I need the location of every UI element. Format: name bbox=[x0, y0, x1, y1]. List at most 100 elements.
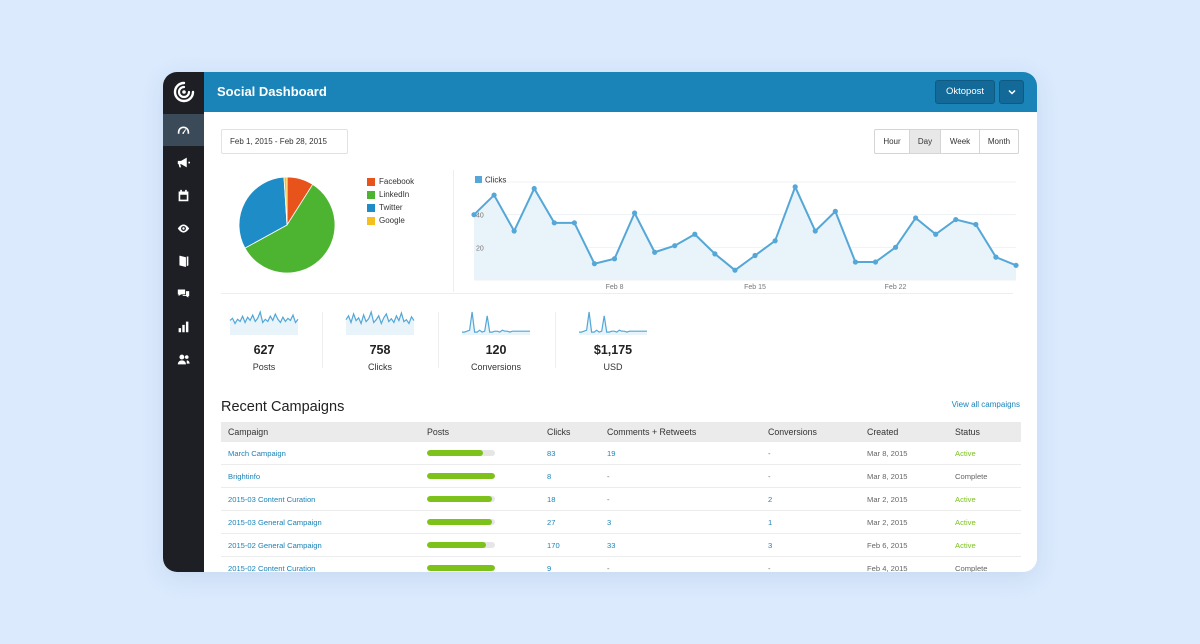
campaign-name-link[interactable]: 2015-03 General Campaign bbox=[228, 518, 322, 527]
data-point[interactable] bbox=[531, 185, 537, 192]
logo-icon[interactable] bbox=[163, 72, 204, 112]
table-row[interactable]: 2015-02 Content Curation 9 - - Feb 4, 2015 Co… bbox=[221, 557, 1021, 572]
stat-conversions: 120 Conversions bbox=[438, 309, 554, 372]
conversions-cell[interactable]: 2 bbox=[768, 495, 773, 504]
column-header[interactable]: Status bbox=[955, 427, 980, 437]
table-row[interactable]: March Campaign 83 19 - Mar 8, 2015 Active bbox=[221, 442, 1021, 465]
column-header[interactable]: Campaign bbox=[228, 427, 269, 437]
sidebar-item-dashboard[interactable] bbox=[163, 114, 204, 146]
data-point[interactable] bbox=[591, 261, 598, 267]
clicks-cell[interactable]: 9 bbox=[547, 564, 552, 572]
sidebar-item-calendar[interactable] bbox=[163, 179, 204, 211]
data-point[interactable] bbox=[571, 220, 577, 226]
campaign-name-link[interactable]: 2015-02 General Campaign bbox=[228, 541, 322, 550]
data-point[interactable] bbox=[993, 254, 999, 260]
data-point[interactable] bbox=[772, 238, 778, 244]
sidebar-item-conversations[interactable] bbox=[163, 277, 204, 309]
column-header[interactable]: Created bbox=[867, 427, 899, 437]
y-tick-label: 40 bbox=[476, 213, 484, 220]
data-point[interactable] bbox=[511, 228, 517, 234]
x-tick-label: Feb 15 bbox=[744, 284, 766, 290]
data-point[interactable] bbox=[832, 208, 838, 214]
data-point[interactable] bbox=[792, 184, 798, 190]
stat-label: Clicks bbox=[368, 362, 392, 372]
data-point[interactable] bbox=[1013, 262, 1019, 268]
x-tick-label: Feb 8 bbox=[606, 284, 624, 290]
legend-swatch bbox=[367, 190, 375, 199]
clicks-cell[interactable]: 83 bbox=[547, 449, 556, 458]
data-point[interactable] bbox=[752, 252, 758, 259]
table-row[interactable]: 2015-03 General Campaign 27 3 1 Mar 2, 2015 A… bbox=[221, 511, 1021, 534]
data-point[interactable] bbox=[953, 216, 959, 223]
conversions-cell: - bbox=[768, 449, 771, 458]
campaign-name-link[interactable]: Brightinfo bbox=[228, 472, 261, 481]
data-point[interactable] bbox=[913, 215, 919, 221]
pie-slice-linkedin[interactable] bbox=[244, 183, 336, 274]
data-point[interactable] bbox=[812, 228, 818, 234]
data-point[interactable] bbox=[471, 212, 477, 218]
data-point[interactable] bbox=[933, 231, 939, 237]
range-week-button[interactable]: Week bbox=[940, 129, 980, 154]
usd-sparkline bbox=[579, 311, 647, 335]
sidebar-item-library[interactable] bbox=[163, 244, 204, 276]
data-point[interactable] bbox=[631, 210, 638, 216]
data-point[interactable] bbox=[732, 267, 738, 273]
sidebar-item-users[interactable] bbox=[163, 343, 204, 375]
data-point[interactable] bbox=[973, 221, 979, 228]
sidebar-item-monitor[interactable] bbox=[163, 212, 204, 244]
data-point[interactable] bbox=[611, 256, 618, 262]
campaign-name-link[interactable]: 2015-03 Content Curation bbox=[228, 495, 316, 504]
legend-item: Twitter bbox=[367, 201, 414, 214]
stat-label: Posts bbox=[252, 362, 276, 372]
posts-progress-fill bbox=[427, 496, 493, 502]
pie-slice-twitter[interactable] bbox=[238, 176, 288, 249]
posts-progress-bar bbox=[427, 519, 495, 525]
data-point[interactable] bbox=[692, 231, 698, 237]
comments-cell[interactable]: 3 bbox=[607, 518, 612, 527]
data-point[interactable] bbox=[551, 220, 557, 226]
data-point[interactable] bbox=[852, 259, 859, 265]
stat-value: 758 bbox=[369, 343, 391, 357]
sidebar-item-analytics[interactable] bbox=[163, 310, 204, 342]
column-header[interactable]: Conversions bbox=[768, 427, 817, 437]
account-button[interactable]: Oktopost bbox=[934, 80, 995, 104]
view-all-campaigns-link[interactable]: View all campaigns bbox=[951, 400, 1020, 409]
data-point[interactable] bbox=[712, 251, 718, 257]
clicks-cell[interactable]: 170 bbox=[547, 541, 560, 550]
comments-cell[interactable]: 33 bbox=[607, 541, 616, 550]
range-day-button[interactable]: Day bbox=[909, 129, 941, 154]
column-header[interactable]: Posts bbox=[427, 427, 450, 437]
column-header[interactable]: Clicks bbox=[547, 427, 571, 437]
column-header[interactable]: Comments + Retweets bbox=[607, 427, 697, 437]
clicks-cell[interactable]: 8 bbox=[547, 472, 552, 481]
comments-cell[interactable]: 19 bbox=[607, 449, 616, 458]
data-point[interactable] bbox=[652, 249, 658, 255]
stat-divider bbox=[322, 312, 323, 368]
clicks-cell[interactable]: 18 bbox=[547, 495, 556, 504]
range-hour-button[interactable]: Hour bbox=[874, 129, 910, 154]
conversions-cell[interactable]: 1 bbox=[768, 518, 773, 527]
conversions-cell[interactable]: 3 bbox=[768, 541, 773, 550]
data-point[interactable] bbox=[892, 244, 899, 250]
table-row[interactable]: 2015-02 General Campaign 170 33 3 Feb 6, 201… bbox=[221, 534, 1021, 557]
campaign-name-link[interactable]: March Campaign bbox=[228, 449, 286, 458]
account-dropdown-button[interactable] bbox=[999, 80, 1024, 104]
pie-slice-google[interactable] bbox=[283, 176, 288, 226]
created-cell: Feb 6, 2015 bbox=[867, 541, 908, 550]
stat-value: 627 bbox=[253, 343, 275, 357]
x-tick-label: Feb 22 bbox=[885, 284, 907, 290]
data-point[interactable] bbox=[872, 259, 879, 265]
table-row[interactable]: 2015-03 Content Curation 18 - 2 Mar 2, 2015 A… bbox=[221, 488, 1021, 511]
table-row[interactable]: Brightinfo 8 - - Mar 8, 2015 Complete bbox=[221, 465, 1021, 488]
legend-label: Clicks bbox=[485, 176, 506, 185]
sidebar-item-publish[interactable] bbox=[163, 146, 204, 178]
stat-label: USD bbox=[603, 362, 623, 372]
campaign-name-link[interactable]: 2015-02 Content Curation bbox=[228, 564, 316, 572]
stat-divider bbox=[438, 312, 439, 368]
clicks-cell[interactable]: 27 bbox=[547, 518, 556, 527]
data-point[interactable] bbox=[672, 243, 678, 249]
date-range-picker[interactable]: Feb 1, 2015 - Feb 28, 2015 bbox=[221, 129, 348, 154]
data-point[interactable] bbox=[491, 192, 497, 198]
page-title: Social Dashboard bbox=[217, 84, 327, 99]
range-month-button[interactable]: Month bbox=[979, 129, 1019, 154]
